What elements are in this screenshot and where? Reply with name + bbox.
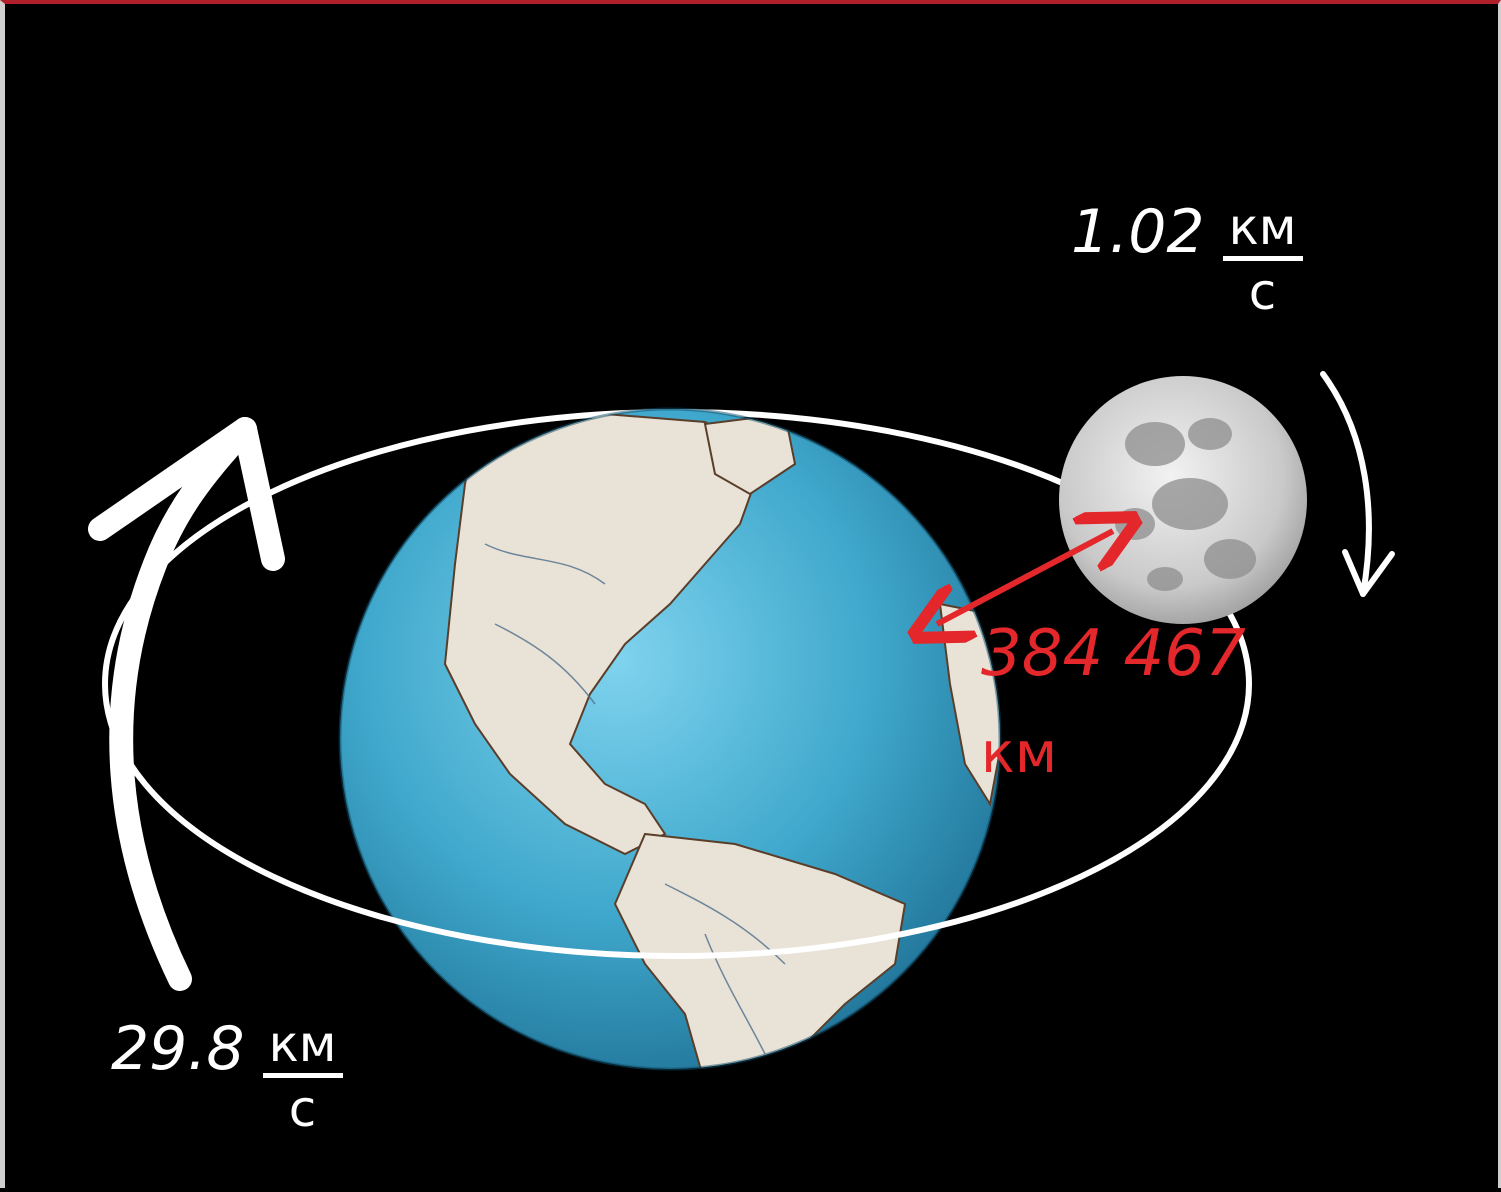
moon-speed-unit: км с [1222, 202, 1303, 321]
moon-icon [1059, 376, 1307, 624]
moon-speed-label: 1.02 км с [1071, 202, 1303, 317]
distance-arrow-icon [937, 531, 1113, 624]
diagram-canvas [88, 371, 1395, 1071]
earth-speed-unit-numerator: км [262, 1019, 343, 1078]
orbit-ellipse-front [102, 683, 1252, 959]
moon-speed-unit-numerator: км [1222, 202, 1303, 261]
moon-speed-unit-denominator: с [1248, 263, 1277, 321]
earth-speed-unit-denominator: с [288, 1080, 317, 1138]
moon-direction-arrow-icon [1320, 371, 1395, 597]
distance-unit: км [981, 721, 1058, 786]
earth-speed-value: 29.8 [111, 1014, 245, 1084]
orbit-direction-arrow-icon [88, 417, 285, 991]
moon-speed-value: 1.02 [1071, 197, 1205, 267]
earth-globe-icon [338, 407, 1002, 1071]
earth-speed-unit: км с [262, 1019, 343, 1138]
distance-value: 384 467 [981, 617, 1246, 691]
earth-speed-label: 29.8 км с [111, 1019, 343, 1134]
distance-label: 384 467 км [981, 622, 1246, 782]
